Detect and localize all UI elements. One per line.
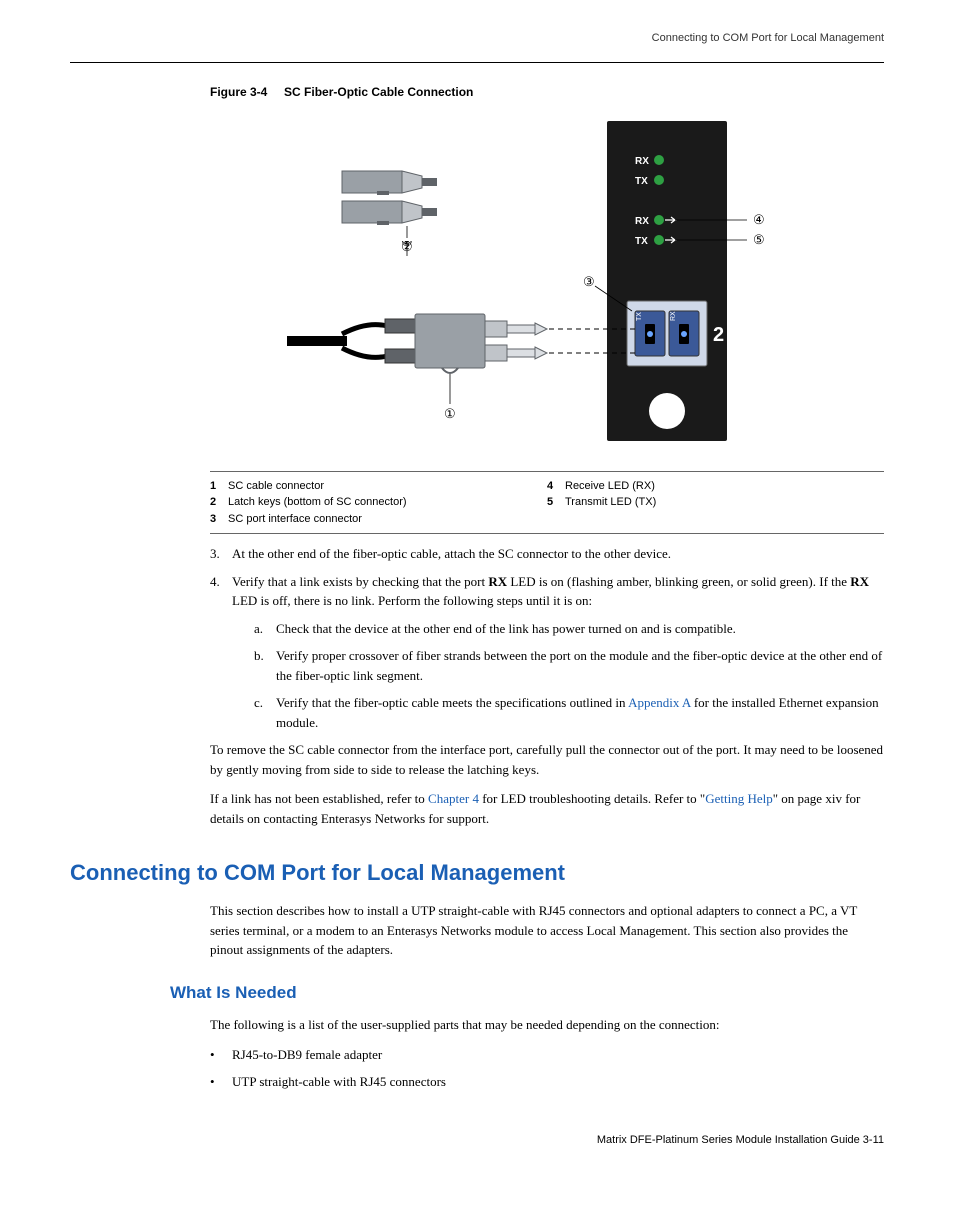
legend-text: Transmit LED (TX) (565, 494, 656, 511)
figure-label: Figure 3-4 (210, 85, 267, 99)
substep-letter: b. (254, 646, 276, 685)
link-chapter-4[interactable]: Chapter 4 (428, 791, 479, 806)
svg-text:②: ② (401, 239, 413, 254)
subsection-heading: What Is Needed (170, 980, 884, 1006)
paragraph: The following is a list of the user-supp… (210, 1015, 884, 1035)
substep-text: Check that the device at the other end o… (276, 619, 884, 639)
legend-text: Receive LED (RX) (565, 478, 655, 495)
substep-text: Verify that the fiber-optic cable meets … (276, 693, 884, 732)
paragraph: This section describes how to install a … (210, 901, 884, 960)
bullet-text: RJ45-to-DB9 female adapter (232, 1045, 884, 1065)
legend-num: 3 (210, 511, 228, 528)
text-run: If a link has not been established, refe… (210, 791, 428, 806)
legend-num: 4 (547, 478, 565, 495)
figure-diagram: RX TX RX ④ TX ⑤ TX (210, 116, 884, 456)
page-footer: Matrix DFE-Platinum Series Module Instal… (70, 1132, 884, 1149)
figure-caption: Figure 3-4 SC Fiber-Optic Cable Connecti… (210, 83, 884, 101)
legend-num: 2 (210, 494, 228, 511)
legend-num: 5 (547, 494, 565, 511)
sc-fiber-diagram: RX TX RX ④ TX ⑤ TX (287, 116, 807, 456)
text-run: Verify that the fiber-optic cable meets … (276, 695, 628, 710)
substep-letter: c. (254, 693, 276, 732)
bottom-cable (287, 314, 547, 373)
svg-text:①: ① (444, 406, 456, 421)
text-run: for LED troubleshooting details. Refer t… (479, 791, 705, 806)
bullet-icon: • (210, 1072, 232, 1092)
svg-text:TX: TX (635, 236, 648, 247)
body-content: 3. At the other end of the fiber-optic c… (210, 544, 884, 828)
svg-text:RX: RX (670, 310, 677, 320)
figure-title: SC Fiber-Optic Cable Connection (284, 85, 473, 99)
bold-text: RX (488, 574, 507, 589)
bullet-text: UTP straight-cable with RJ45 connectors (232, 1072, 884, 1092)
text-run: LED is on (flashing amber, blinking gree… (507, 574, 850, 589)
step-text: At the other end of the fiber-optic cabl… (232, 544, 884, 564)
text-run: Verify that a link exists by checking th… (232, 574, 488, 589)
top-cable (342, 171, 437, 225)
legend-text: SC port interface connector (228, 511, 362, 528)
svg-text:TX: TX (636, 311, 643, 320)
svg-text:RX: RX (635, 156, 649, 167)
svg-text:⑤: ⑤ (753, 232, 765, 247)
bold-text: RX (850, 574, 869, 589)
running-header: Connecting to COM Port for Local Managem… (70, 30, 884, 47)
step-number: 4. (210, 572, 232, 733)
legend-num: 1 (210, 478, 228, 495)
svg-text:2: 2 (713, 324, 724, 346)
section-heading: Connecting to COM Port for Local Managem… (70, 856, 884, 889)
header-rule (70, 62, 884, 63)
legend-text: SC cable connector (228, 478, 324, 495)
substep-letter: a. (254, 619, 276, 639)
svg-text:③: ③ (583, 274, 595, 289)
figure-legend: 1 SC cable connector 4 Receive LED (RX) … (210, 471, 884, 535)
text-run: LED is off, there is no link. Perform th… (232, 593, 592, 608)
step-text: Verify that a link exists by checking th… (232, 572, 884, 733)
sc-port: TX RX (627, 301, 707, 366)
svg-text:④: ④ (753, 212, 765, 227)
legend-text: Latch keys (bottom of SC connector) (228, 494, 407, 511)
bullet-icon: • (210, 1045, 232, 1065)
substep-text: Verify proper crossover of fiber strands… (276, 646, 884, 685)
paragraph: If a link has not been established, refe… (210, 789, 884, 828)
paragraph: To remove the SC cable connector from th… (210, 740, 884, 779)
step-number: 3. (210, 544, 232, 564)
link-getting-help[interactable]: Getting Help (705, 791, 773, 806)
svg-text:TX: TX (635, 176, 648, 187)
link-appendix-a[interactable]: Appendix A (628, 695, 690, 710)
svg-text:RX: RX (635, 216, 649, 227)
